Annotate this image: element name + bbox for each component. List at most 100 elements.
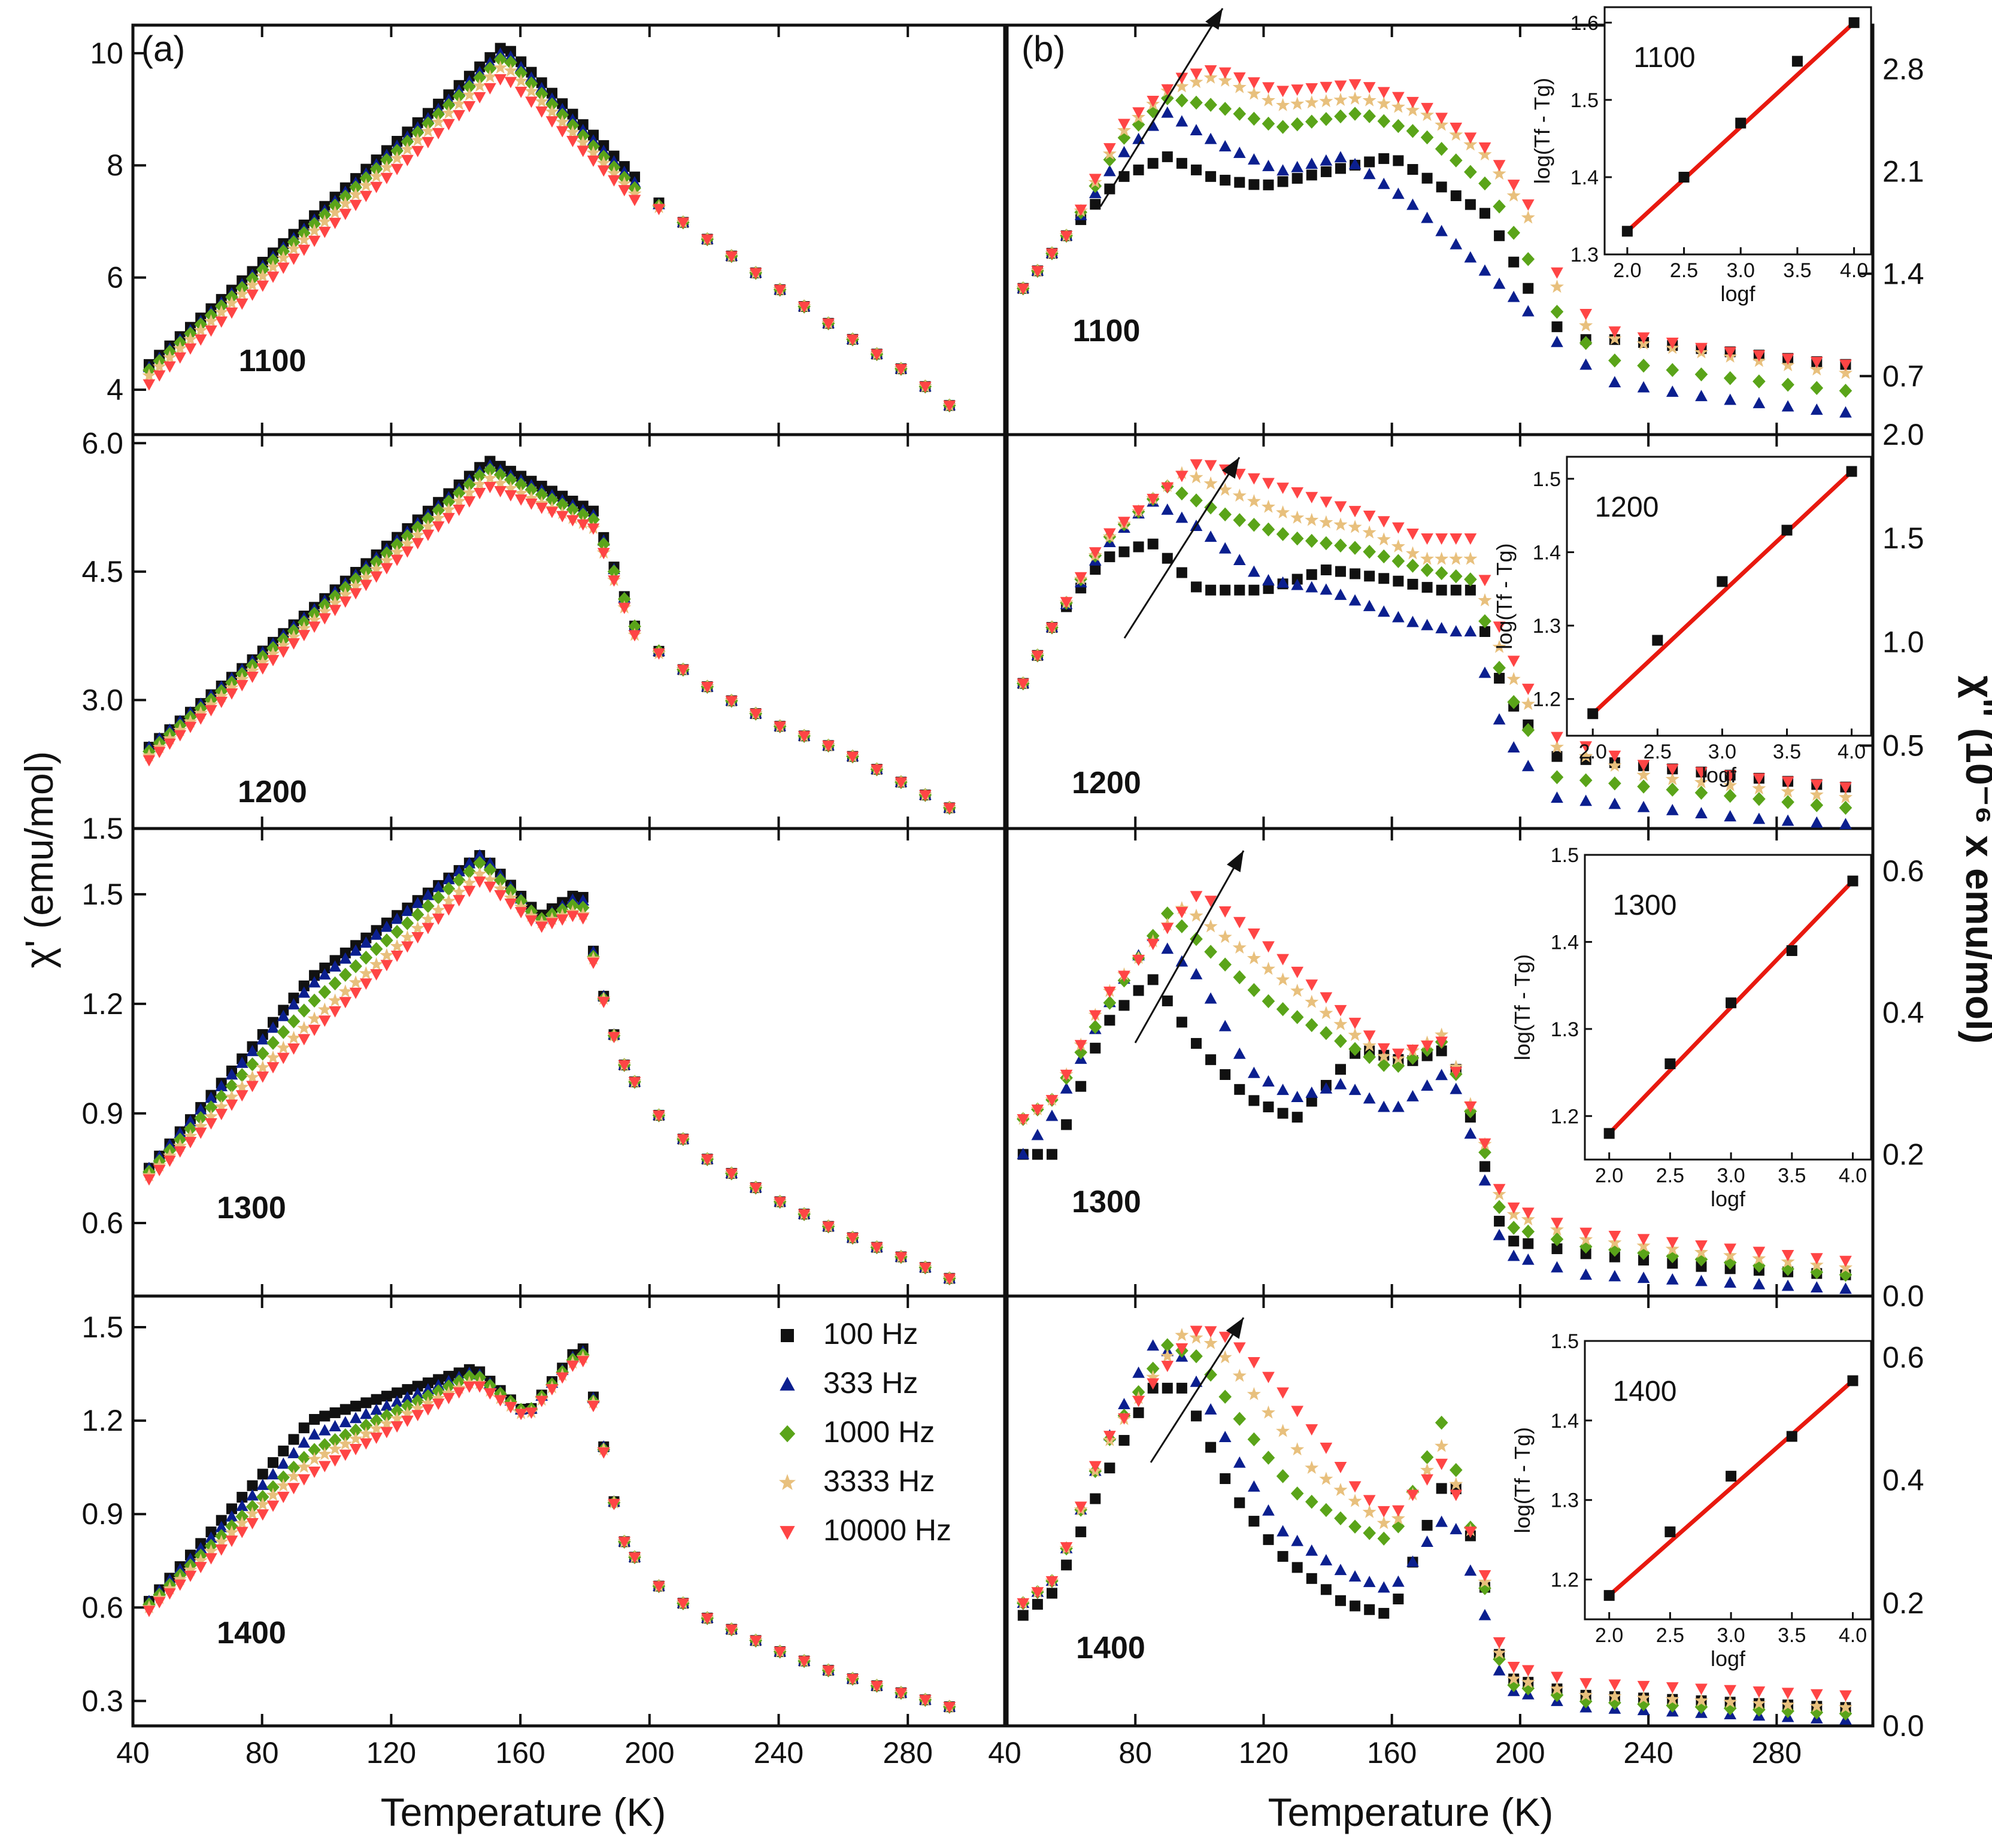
chi-imag-point-100Hz [1551, 321, 1563, 332]
chi-real-point-10000Hz [390, 554, 404, 566]
chi-imag-point-10000Hz [1666, 764, 1679, 776]
x-tick-label-right: 120 [1239, 1736, 1288, 1770]
chi-imag-point-100Hz [1306, 169, 1317, 181]
chi-real-point-3333Hz [452, 494, 466, 508]
chi-real-point-3333Hz [348, 1431, 363, 1445]
chi-real-point-10000Hz [545, 116, 559, 128]
right-y-tick-label: 0.6 [1882, 1341, 1924, 1374]
chi-imag-point-1000Hz [1160, 906, 1174, 921]
chi-real-point-10000Hz [677, 217, 690, 229]
chi-imag-point-3333Hz [1333, 1017, 1348, 1030]
chi-imag-point-1000Hz [1391, 119, 1405, 133]
chi-imag-point-10000Hz [1579, 1678, 1593, 1690]
chi-real-point-3333Hz [586, 145, 601, 159]
legend-marker [778, 1474, 796, 1490]
chi-imag-point-1000Hz [1464, 165, 1477, 179]
chi-real-point-1000Hz [617, 591, 631, 606]
chi-imag-point-1000Hz [1175, 93, 1188, 108]
chi-imag-point-10000Hz [1507, 656, 1520, 667]
chi-imag-point-10000Hz [1493, 621, 1506, 633]
chi-real-point-3333Hz [193, 323, 208, 336]
chi-imag-point-1000Hz [1435, 1415, 1448, 1430]
chi-imag-point-3333Hz [1362, 93, 1376, 107]
chi-real-point-10000Hz [390, 1421, 404, 1433]
chi-imag-point-10000Hz [1218, 906, 1232, 918]
chi-imag-point-333Hz [1248, 1066, 1260, 1078]
chi-imag-point-333Hz [1435, 224, 1448, 236]
chi-real-point-10000Hz [453, 110, 466, 122]
chi-real-point-1000Hz [452, 89, 466, 104]
chi-imag-point-1000Hz [1579, 336, 1593, 350]
chi-imag-point-333Hz [1478, 666, 1491, 678]
chi-imag-point-10000Hz [1305, 979, 1318, 991]
chi-real-point-10000Hz [798, 1209, 811, 1221]
chi-real-point-10000Hz [822, 1665, 835, 1677]
right-y-tick-label: 1.0 [1882, 625, 1924, 659]
chi-imag-point-10000Hz [1637, 1234, 1650, 1246]
chi-real-point-10000Hz [535, 921, 548, 933]
frequency-shift-arrowhead [1205, 8, 1223, 30]
chi-imag-point-10000Hz [1839, 1690, 1852, 1702]
chi-imag-point-10000Hz [1724, 347, 1737, 359]
chi-real-point-10000Hz [484, 1388, 496, 1400]
chi-real-point-10000Hz [494, 1395, 507, 1407]
chi-imag-point-100Hz [1176, 567, 1187, 578]
chi-real-point-3333Hz [493, 60, 508, 74]
chi-real-point-10000Hz [822, 318, 835, 330]
chi-imag-point-1000Hz [1103, 996, 1117, 1010]
inset-point [1678, 171, 1690, 183]
chi-real-point-10000Hz [370, 181, 383, 193]
left-y-tick-label: 4 [107, 373, 123, 406]
chi-imag-point-100Hz [1075, 1526, 1087, 1537]
chi-imag-point-3333Hz [1579, 1688, 1593, 1701]
chi-real-point-3333Hz [276, 250, 290, 264]
chi-real-point-3333Hz [400, 1406, 414, 1419]
chi-imag-point-333Hz [1348, 1084, 1362, 1096]
chi-imag-point-10000Hz [1435, 1036, 1448, 1048]
chi-real-point-3333Hz [359, 1427, 373, 1440]
x-tick-label-left: 120 [366, 1736, 416, 1770]
left-y-tick-label: 6 [107, 261, 123, 295]
left-y-tick-label: 3.0 [81, 683, 123, 717]
chi-real-point-10000Hz [205, 705, 217, 717]
chi-real-point-3333Hz [276, 638, 290, 652]
chi-real-point-10000Hz [329, 1006, 341, 1018]
chi-real-point-333Hz [370, 1403, 383, 1415]
chi-real-point-3333Hz [256, 1060, 270, 1074]
chi-real-point-10000Hz [380, 1427, 393, 1439]
chi-real-point-333Hz [401, 905, 414, 917]
chi-imag-point-10000Hz [1103, 1431, 1116, 1442]
inset-point [1846, 466, 1857, 477]
legend-entry: 10000 Hz [823, 1513, 951, 1547]
chi-imag-point-10000Hz [1161, 923, 1174, 934]
chi-imag-point-1000Hz [1348, 541, 1362, 555]
left-y-axis-title: χ' (emu/mol) [17, 751, 61, 969]
chi-real-point-333Hz [339, 952, 352, 964]
chi-imag-point-10000Hz [1810, 1253, 1823, 1265]
chi-real-point-100Hz [237, 1492, 248, 1503]
chi-imag-point-3333Hz [1838, 1700, 1852, 1714]
chi-imag-point-1000Hz [1233, 970, 1247, 985]
chi-real-point-333Hz [359, 1407, 372, 1419]
chi-real-point-10000Hz [798, 301, 811, 313]
chi-imag-point-333Hz [1406, 198, 1419, 210]
chi-imag-point-100Hz [1190, 1037, 1202, 1049]
chi-imag-point-10000Hz [1277, 86, 1289, 98]
chi-imag-point-3333Hz [1305, 95, 1319, 109]
chi-real-point-333Hz [287, 998, 300, 1010]
chi-imag-point-3333Hz [1319, 515, 1333, 529]
chi-real-point-3333Hz [431, 1391, 445, 1404]
right-y-tick-label: 1.5 [1882, 521, 1924, 555]
chi-imag-point-100Hz [1090, 1493, 1101, 1504]
chi-imag-point-333Hz [1277, 576, 1289, 588]
chi-imag-point-100Hz [1118, 1435, 1130, 1446]
chi-real-point-10000Hz [556, 914, 569, 926]
chi-real-point-10000Hz [422, 529, 435, 541]
chi-real-point-10000Hz [494, 74, 507, 86]
chi-imag-point-100Hz [1421, 1519, 1433, 1531]
chi-real-point-3333Hz [235, 1516, 249, 1530]
chi-real-point-10000Hz [246, 1518, 259, 1530]
chi-imag-point-333Hz [1161, 942, 1174, 954]
chi-imag-point-10000Hz [1320, 992, 1333, 1004]
chi-real-point-333Hz [411, 1387, 424, 1399]
